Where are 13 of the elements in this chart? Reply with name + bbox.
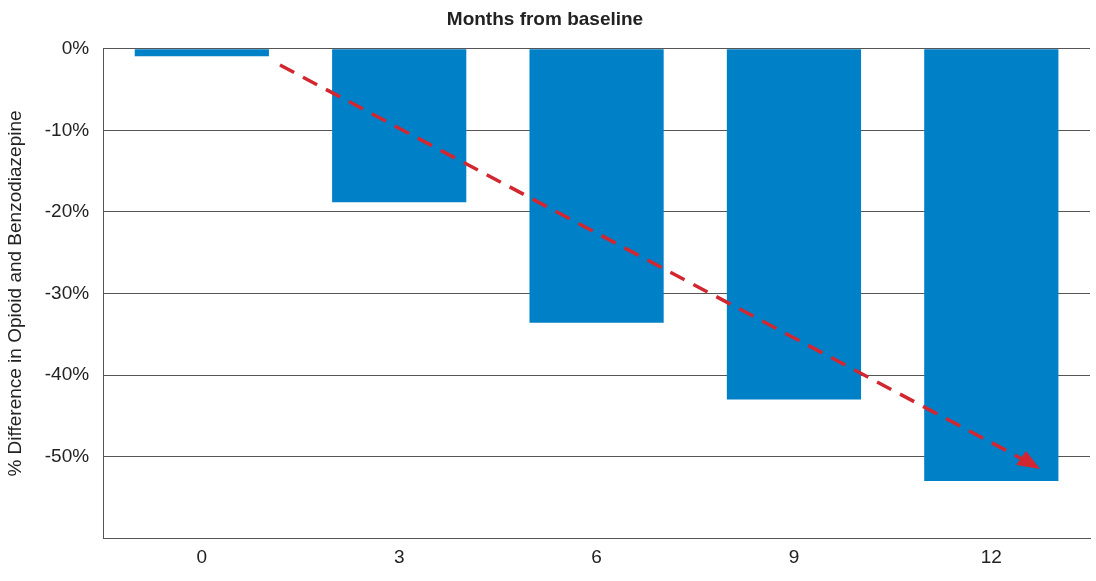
y-tick-label: -30%: [44, 281, 90, 303]
x-tick-label: 0: [196, 545, 208, 567]
y-tick-label: -50%: [44, 444, 90, 466]
y-axis-title: % Difference in Opioid and Benzodiazepine: [3, 110, 25, 477]
x-axis-title: Months from baseline: [446, 7, 644, 29]
x-tick-label: 3: [393, 545, 405, 567]
x-tick-label: 9: [788, 545, 800, 567]
x-tick-label: 6: [591, 545, 602, 567]
y-tick-label: 0%: [61, 37, 90, 59]
y-tick-label: -10%: [44, 118, 90, 140]
x-tick-label: 12: [980, 545, 1002, 567]
y-tick-label: -40%: [44, 363, 90, 385]
y-tick-label: -20%: [44, 200, 90, 222]
